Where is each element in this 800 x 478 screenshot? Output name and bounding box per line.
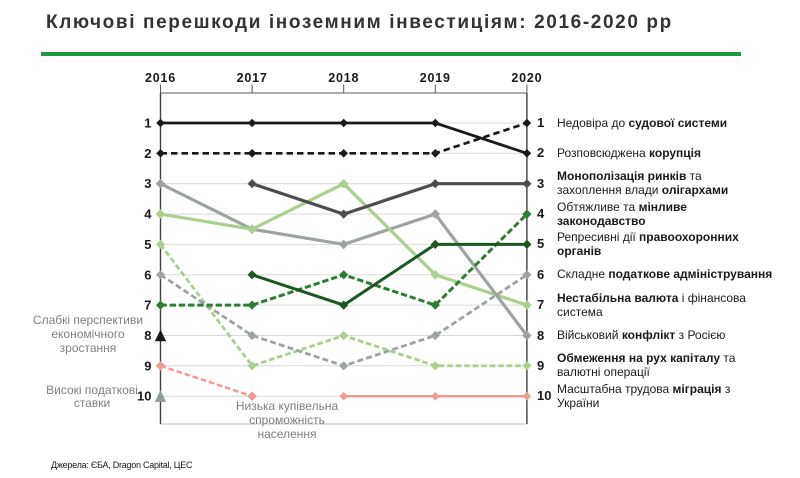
svg-text:2017: 2017 [237,71,268,85]
svg-text:9: 9 [144,358,151,373]
svg-text:5: 5 [144,237,151,252]
svg-text:2: 2 [144,146,151,161]
svg-text:3: 3 [144,176,151,191]
svg-text:2019: 2019 [420,71,451,85]
svg-text:7: 7 [144,298,151,313]
svg-text:8: 8 [144,328,151,343]
svg-text:2020: 2020 [511,71,542,85]
svg-text:4: 4 [144,207,152,222]
svg-text:6: 6 [144,267,151,282]
svg-text:2018: 2018 [328,71,359,85]
svg-text:2016: 2016 [145,71,176,85]
svg-text:1: 1 [144,116,151,131]
svg-text:10: 10 [137,389,151,404]
